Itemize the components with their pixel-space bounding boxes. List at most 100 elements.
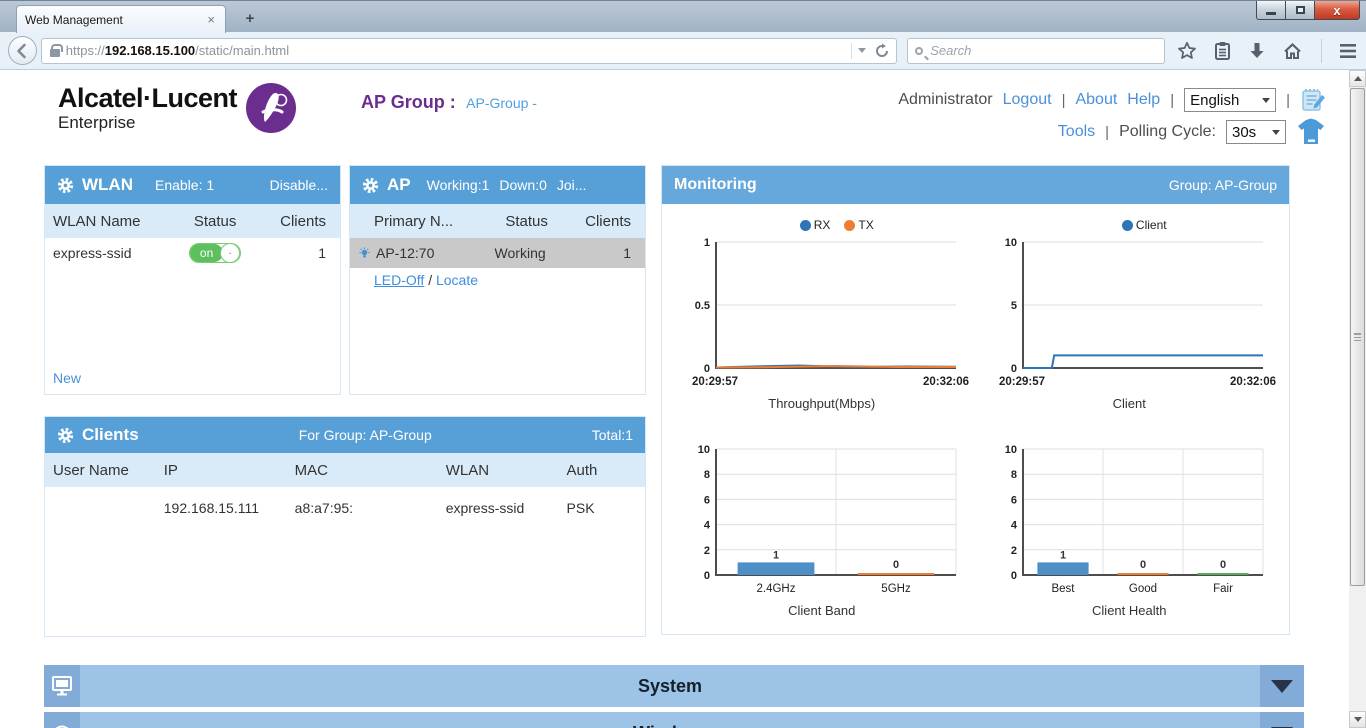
select-caret-icon <box>1272 129 1280 135</box>
chart-legend <box>976 423 1284 441</box>
col-clients: Clients <box>280 212 326 230</box>
client-band-chart: 0 2 4 6 8 10 1 2.4GHz 0 5GHz Client Band <box>668 423 976 630</box>
ap-group-selector[interactable]: AP Group : AP-Group - <box>361 92 537 165</box>
tshirt-icon[interactable] <box>1296 118 1326 146</box>
bookmarks-menu-icon[interactable] <box>1213 41 1232 61</box>
menu-separator: | <box>1170 91 1175 109</box>
back-button[interactable] <box>8 36 37 65</box>
legend-item-client: Client <box>1121 218 1167 232</box>
wlan-panel-header: WLAN Enable: 1 Disable... <box>45 166 340 204</box>
brand-logo-block: Alcatel·Lucent Enterprise <box>58 83 297 165</box>
polling-cycle-select[interactable]: 30s <box>1226 120 1286 144</box>
client-wlan-cell: express-ssid <box>445 500 525 516</box>
chart-legend <box>668 423 976 441</box>
page-scrollbar[interactable] <box>1349 70 1366 728</box>
new-tab-button[interactable]: + <box>245 10 255 27</box>
ap-name-cell: AP-12:70 <box>358 245 477 261</box>
ap-group-value[interactable]: AP-Group - <box>466 95 537 111</box>
accordion-system-label: System <box>80 665 1260 707</box>
notes-edit-icon[interactable] <box>1300 87 1326 113</box>
locate-link[interactable]: Locate <box>435 272 479 288</box>
gear-icon <box>57 427 74 443</box>
ap-table-row-selected[interactable]: AP-12:70 Working 1 <box>350 238 645 268</box>
wlan-status-cell: on . <box>172 243 257 263</box>
svg-text:4: 4 <box>1011 520 1018 532</box>
svg-text:20:32:06: 20:32:06 <box>1230 376 1276 388</box>
throughput-chart: RX TX 0 0.5 1 20:29:57 20:32:06 Throughput(Mb… <box>668 216 976 423</box>
charts-grid: RX TX 0 0.5 1 20:29:57 20:32:06 Throughput(Mb… <box>662 204 1289 634</box>
monitoring-panel: Monitoring Group: AP-Group RX TX 0 0.5 1 20:… <box>661 165 1290 635</box>
tab-title: Web Management <box>25 12 123 27</box>
brand-enterprise: Enterprise <box>58 113 136 133</box>
brand-name: Alcatel·Lucent <box>58 83 238 113</box>
tab-close-icon[interactable]: × <box>207 12 215 27</box>
clients-group: For Group: AP-Group <box>298 427 432 443</box>
about-link[interactable]: About <box>1075 91 1118 108</box>
gear-icon <box>57 177 74 193</box>
ap-panel: AP Working:1 Down:0 Joi... Primary N... … <box>349 165 646 395</box>
wlan-table-row[interactable]: express-ssid on . 1 <box>45 238 340 268</box>
svg-text:5: 5 <box>1011 300 1017 312</box>
restore-button[interactable] <box>1286 1 1315 20</box>
browser-navbar: https://192.168.15.100/static/main.html … <box>0 32 1366 70</box>
monitoring-group: Group: AP-Group <box>1168 177 1277 193</box>
url-dropdown-icon[interactable] <box>858 48 867 53</box>
chart-legend: Client <box>976 216 1284 234</box>
scroll-up-button[interactable] <box>1349 70 1366 87</box>
wlan-on-toggle[interactable]: on . <box>189 243 242 263</box>
col-ip: IP <box>163 461 178 479</box>
svg-text:20:29:57: 20:29:57 <box>692 376 738 388</box>
svg-text:0: 0 <box>704 363 710 375</box>
col-auth: Auth <box>566 461 598 479</box>
polling-cycle-label: Polling Cycle: <box>1119 123 1216 140</box>
chart-title: Client Health <box>1092 603 1167 618</box>
home-icon[interactable] <box>1282 41 1303 61</box>
bookmark-star-icon[interactable] <box>1177 41 1197 61</box>
col-status: Status <box>505 212 548 230</box>
select-caret-icon <box>1262 97 1271 103</box>
accordion-system[interactable]: System <box>44 665 1304 707</box>
svg-text:5GHz: 5GHz <box>881 583 911 595</box>
col-user-name: User Name <box>53 461 129 479</box>
browser-tab[interactable]: Web Management × <box>16 5 226 33</box>
scroll-down-button[interactable] <box>1349 711 1366 728</box>
minimize-button[interactable] <box>1256 1 1286 20</box>
wlan-new-link[interactable]: New <box>53 370 82 386</box>
svg-text:0.5: 0.5 <box>694 300 709 312</box>
menu-hamburger-icon[interactable] <box>1338 42 1358 60</box>
language-select[interactable]: English <box>1184 88 1277 112</box>
svg-text:Good: Good <box>1129 583 1157 595</box>
svg-text:1: 1 <box>704 237 710 249</box>
svg-text:2: 2 <box>1011 545 1017 557</box>
client-auth-cell: PSK <box>566 500 595 516</box>
legend-dot-icon <box>1121 219 1133 231</box>
legend-item-rx: RX <box>799 218 830 232</box>
accordion-expand-icon[interactable] <box>1260 712 1304 728</box>
client-mac-cell: a8:a7:95: <box>294 500 354 516</box>
svg-text:6: 6 <box>1011 494 1017 506</box>
close-button[interactable]: x <box>1315 1 1360 20</box>
tools-link[interactable]: Tools <box>1057 123 1096 140</box>
logout-link[interactable]: Logout <box>1002 91 1052 108</box>
search-input[interactable]: Search <box>907 37 1166 64</box>
url-bar[interactable]: https://192.168.15.100/static/main.html <box>40 37 898 64</box>
client-plot: 0 5 10 20:29:57 20:32:06 <box>999 237 1276 388</box>
accordion-wireless[interactable]: Wireless <box>44 712 1304 728</box>
accordion-expand-icon[interactable] <box>1260 665 1304 707</box>
led-off-link[interactable]: LED-Off <box>374 272 425 288</box>
back-arrow-icon <box>17 43 27 58</box>
app-header: Alcatel·Lucent Enterprise AP Group : AP-… <box>0 70 1366 165</box>
ap-working-count: Working:1 <box>426 177 490 193</box>
downloads-icon[interactable] <box>1248 41 1266 61</box>
menu-separator: | <box>1286 91 1290 109</box>
clients-total: Total:1 <box>591 427 633 443</box>
help-link[interactable]: Help <box>1127 91 1161 108</box>
reload-icon[interactable] <box>874 43 890 59</box>
scrollbar-thumb[interactable] <box>1350 88 1365 586</box>
browser-titlebar: Web Management × + x <box>0 0 1366 33</box>
ap-actions: LED-Off / Locate <box>350 268 645 288</box>
client-table-row[interactable]: 192.168.15.111 a8:a7:95: express-ssid PS… <box>45 493 645 523</box>
ap-clients-cell: 1 <box>623 245 631 261</box>
monitoring-header: Monitoring Group: AP-Group <box>662 166 1289 204</box>
col-clients: Clients <box>585 212 631 230</box>
